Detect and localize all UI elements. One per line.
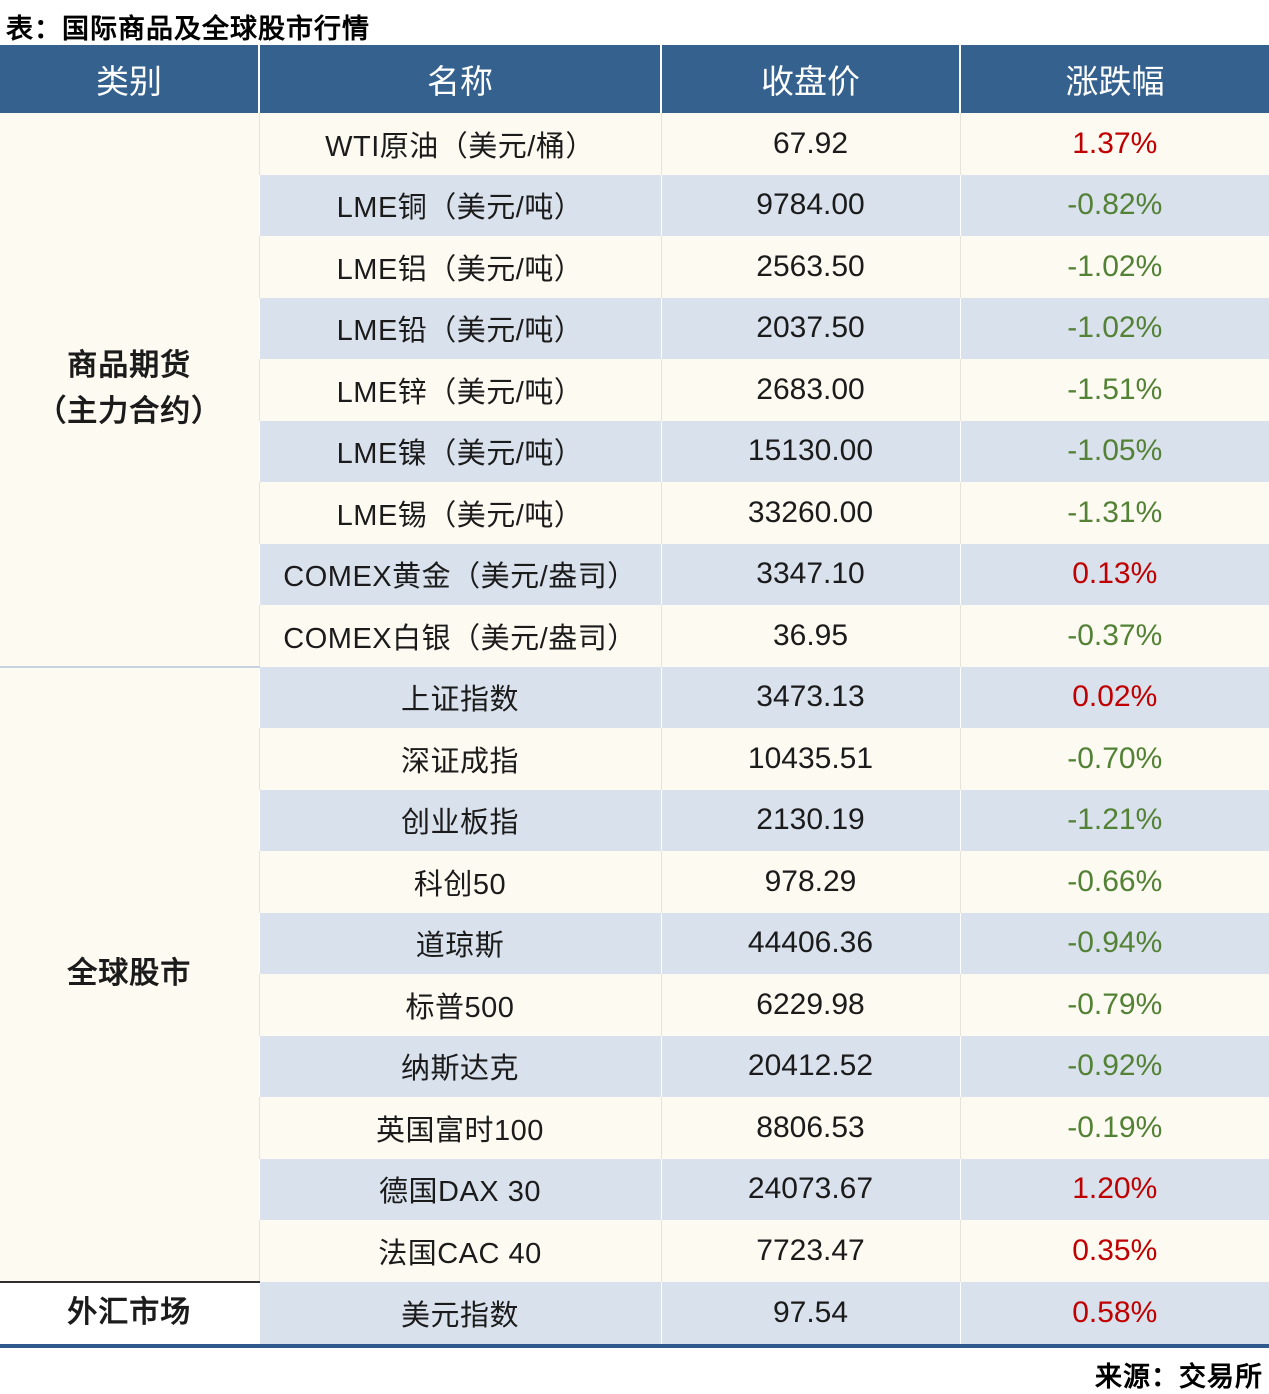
change-pct-cell: -1.02%: [959, 236, 1269, 298]
table-header: 类别 名称 收盘价 涨跌幅: [0, 45, 1269, 113]
close-price-cell: 6229.98: [660, 974, 960, 1036]
close-price-cell: 15130.00: [660, 420, 960, 482]
category-cell: 全球股市: [0, 665, 259, 1282]
close-price-cell: 44406.36: [660, 912, 960, 974]
close-price-cell: 9784.00: [660, 174, 960, 236]
change-pct-cell: 1.37%: [959, 113, 1269, 175]
name-cell: 上证指数: [258, 666, 661, 728]
close-price-cell: 8806.53: [660, 1097, 960, 1159]
header-close-price: 收盘价: [660, 45, 960, 113]
name-cell: 德国DAX 30: [258, 1158, 661, 1220]
change-pct-cell: -0.94%: [959, 912, 1269, 974]
header-change-pct: 涨跌幅: [959, 45, 1269, 113]
name-cell: LME锡（美元/吨）: [258, 482, 661, 544]
table-body: 商品期货 （主力合约） WTI原油（美元/桶） 67.92 1.37% LME铜（美元/吨…: [0, 113, 1269, 1346]
name-cell: COMEX黄金（美元/盎司）: [258, 543, 661, 605]
category-cell: 商品期货 （主力合约）: [0, 113, 259, 667]
change-pct-cell: -1.05%: [959, 420, 1269, 482]
name-cell: 创业板指: [258, 789, 661, 851]
name-cell: LME铜（美元/吨）: [258, 174, 661, 236]
name-cell: WTI原油（美元/桶）: [258, 113, 661, 175]
change-pct-cell: 0.35%: [959, 1220, 1269, 1282]
close-price-cell: 67.92: [660, 113, 960, 175]
close-price-cell: 3347.10: [660, 543, 960, 605]
name-cell: LME铅（美元/吨）: [258, 297, 661, 359]
change-pct-cell: 1.20%: [959, 1158, 1269, 1220]
market-table: 类别 名称 收盘价 涨跌幅 商品期货 （主力合约） WTI原油（美元/桶） 67.92…: [0, 45, 1269, 1348]
change-pct-cell: -1.02%: [959, 297, 1269, 359]
name-cell: 英国富时100: [258, 1097, 661, 1159]
category-label-line: 外汇市场: [67, 1296, 192, 1329]
name-cell: LME铝（美元/吨）: [258, 236, 661, 298]
table-row: 商品期货 （主力合约） WTI原油（美元/桶） 67.92 1.37%: [0, 113, 1269, 667]
category-label-line: （主力合约）: [36, 395, 223, 429]
category-label-line: 全球股市: [67, 956, 192, 990]
change-pct-cell: -0.19%: [959, 1097, 1269, 1159]
source-note: 来源：交易所: [1095, 1362, 1263, 1392]
close-price-cell: 2683.00: [660, 359, 960, 421]
category-label-line: 商品期货: [67, 348, 192, 382]
header-category: 类别: [0, 45, 259, 113]
close-price-cell: 978.29: [660, 851, 960, 913]
close-price-cell: 33260.00: [660, 482, 960, 544]
page-title: 表：国际商品及全球股市行情: [6, 14, 370, 44]
close-price-cell: 2563.50: [660, 236, 960, 298]
change-pct-cell: -1.31%: [959, 482, 1269, 544]
name-cell: 纳斯达克: [258, 1035, 661, 1097]
header-row: 类别 名称 收盘价 涨跌幅: [0, 45, 1269, 113]
change-pct-cell: -1.51%: [959, 359, 1269, 421]
name-cell: 科创50: [258, 851, 661, 913]
name-cell: COMEX白银（美元/盎司）: [258, 605, 661, 667]
close-price-cell: 36.95: [660, 605, 960, 667]
close-price-cell: 2130.19: [660, 789, 960, 851]
table-row: LME铜（美元/吨） 9784.00 -0.82%: [0, 174, 1269, 236]
close-price-cell: 2037.50: [660, 297, 960, 359]
close-price-cell: 7723.47: [660, 1220, 960, 1282]
change-pct-cell: 0.13%: [959, 543, 1269, 605]
change-pct-cell: 0.58%: [959, 1281, 1269, 1346]
change-pct-cell: -0.79%: [959, 974, 1269, 1036]
change-pct-cell: -0.66%: [959, 851, 1269, 913]
name-cell: 美元指数: [258, 1281, 661, 1346]
change-pct-cell: 0.02%: [959, 666, 1269, 728]
change-pct-cell: -0.92%: [959, 1035, 1269, 1097]
header-name: 名称: [258, 45, 661, 113]
category-cell: 外汇市场: [0, 1280, 259, 1346]
name-cell: LME镍（美元/吨）: [258, 420, 661, 482]
close-price-cell: 3473.13: [660, 666, 960, 728]
table-row: 全球股市 上证指数 3473.13 0.02%: [0, 665, 1269, 1282]
name-cell: 标普500: [258, 974, 661, 1036]
name-cell: 法国CAC 40: [258, 1220, 661, 1282]
name-cell: LME锌（美元/吨）: [258, 359, 661, 421]
change-pct-cell: -0.37%: [959, 605, 1269, 667]
close-price-cell: 97.54: [660, 1281, 960, 1346]
change-pct-cell: -1.21%: [959, 789, 1269, 851]
change-pct-cell: -0.70%: [959, 728, 1269, 790]
change-pct-cell: -0.82%: [959, 174, 1269, 236]
name-cell: 深证成指: [258, 728, 661, 790]
close-price-cell: 20412.52: [660, 1035, 960, 1097]
name-cell: 道琼斯: [258, 912, 661, 974]
close-price-cell: 24073.67: [660, 1158, 960, 1220]
close-price-cell: 10435.51: [660, 728, 960, 790]
table-row: 外汇市场 美元指数 97.54 0.58%: [0, 1280, 1269, 1346]
